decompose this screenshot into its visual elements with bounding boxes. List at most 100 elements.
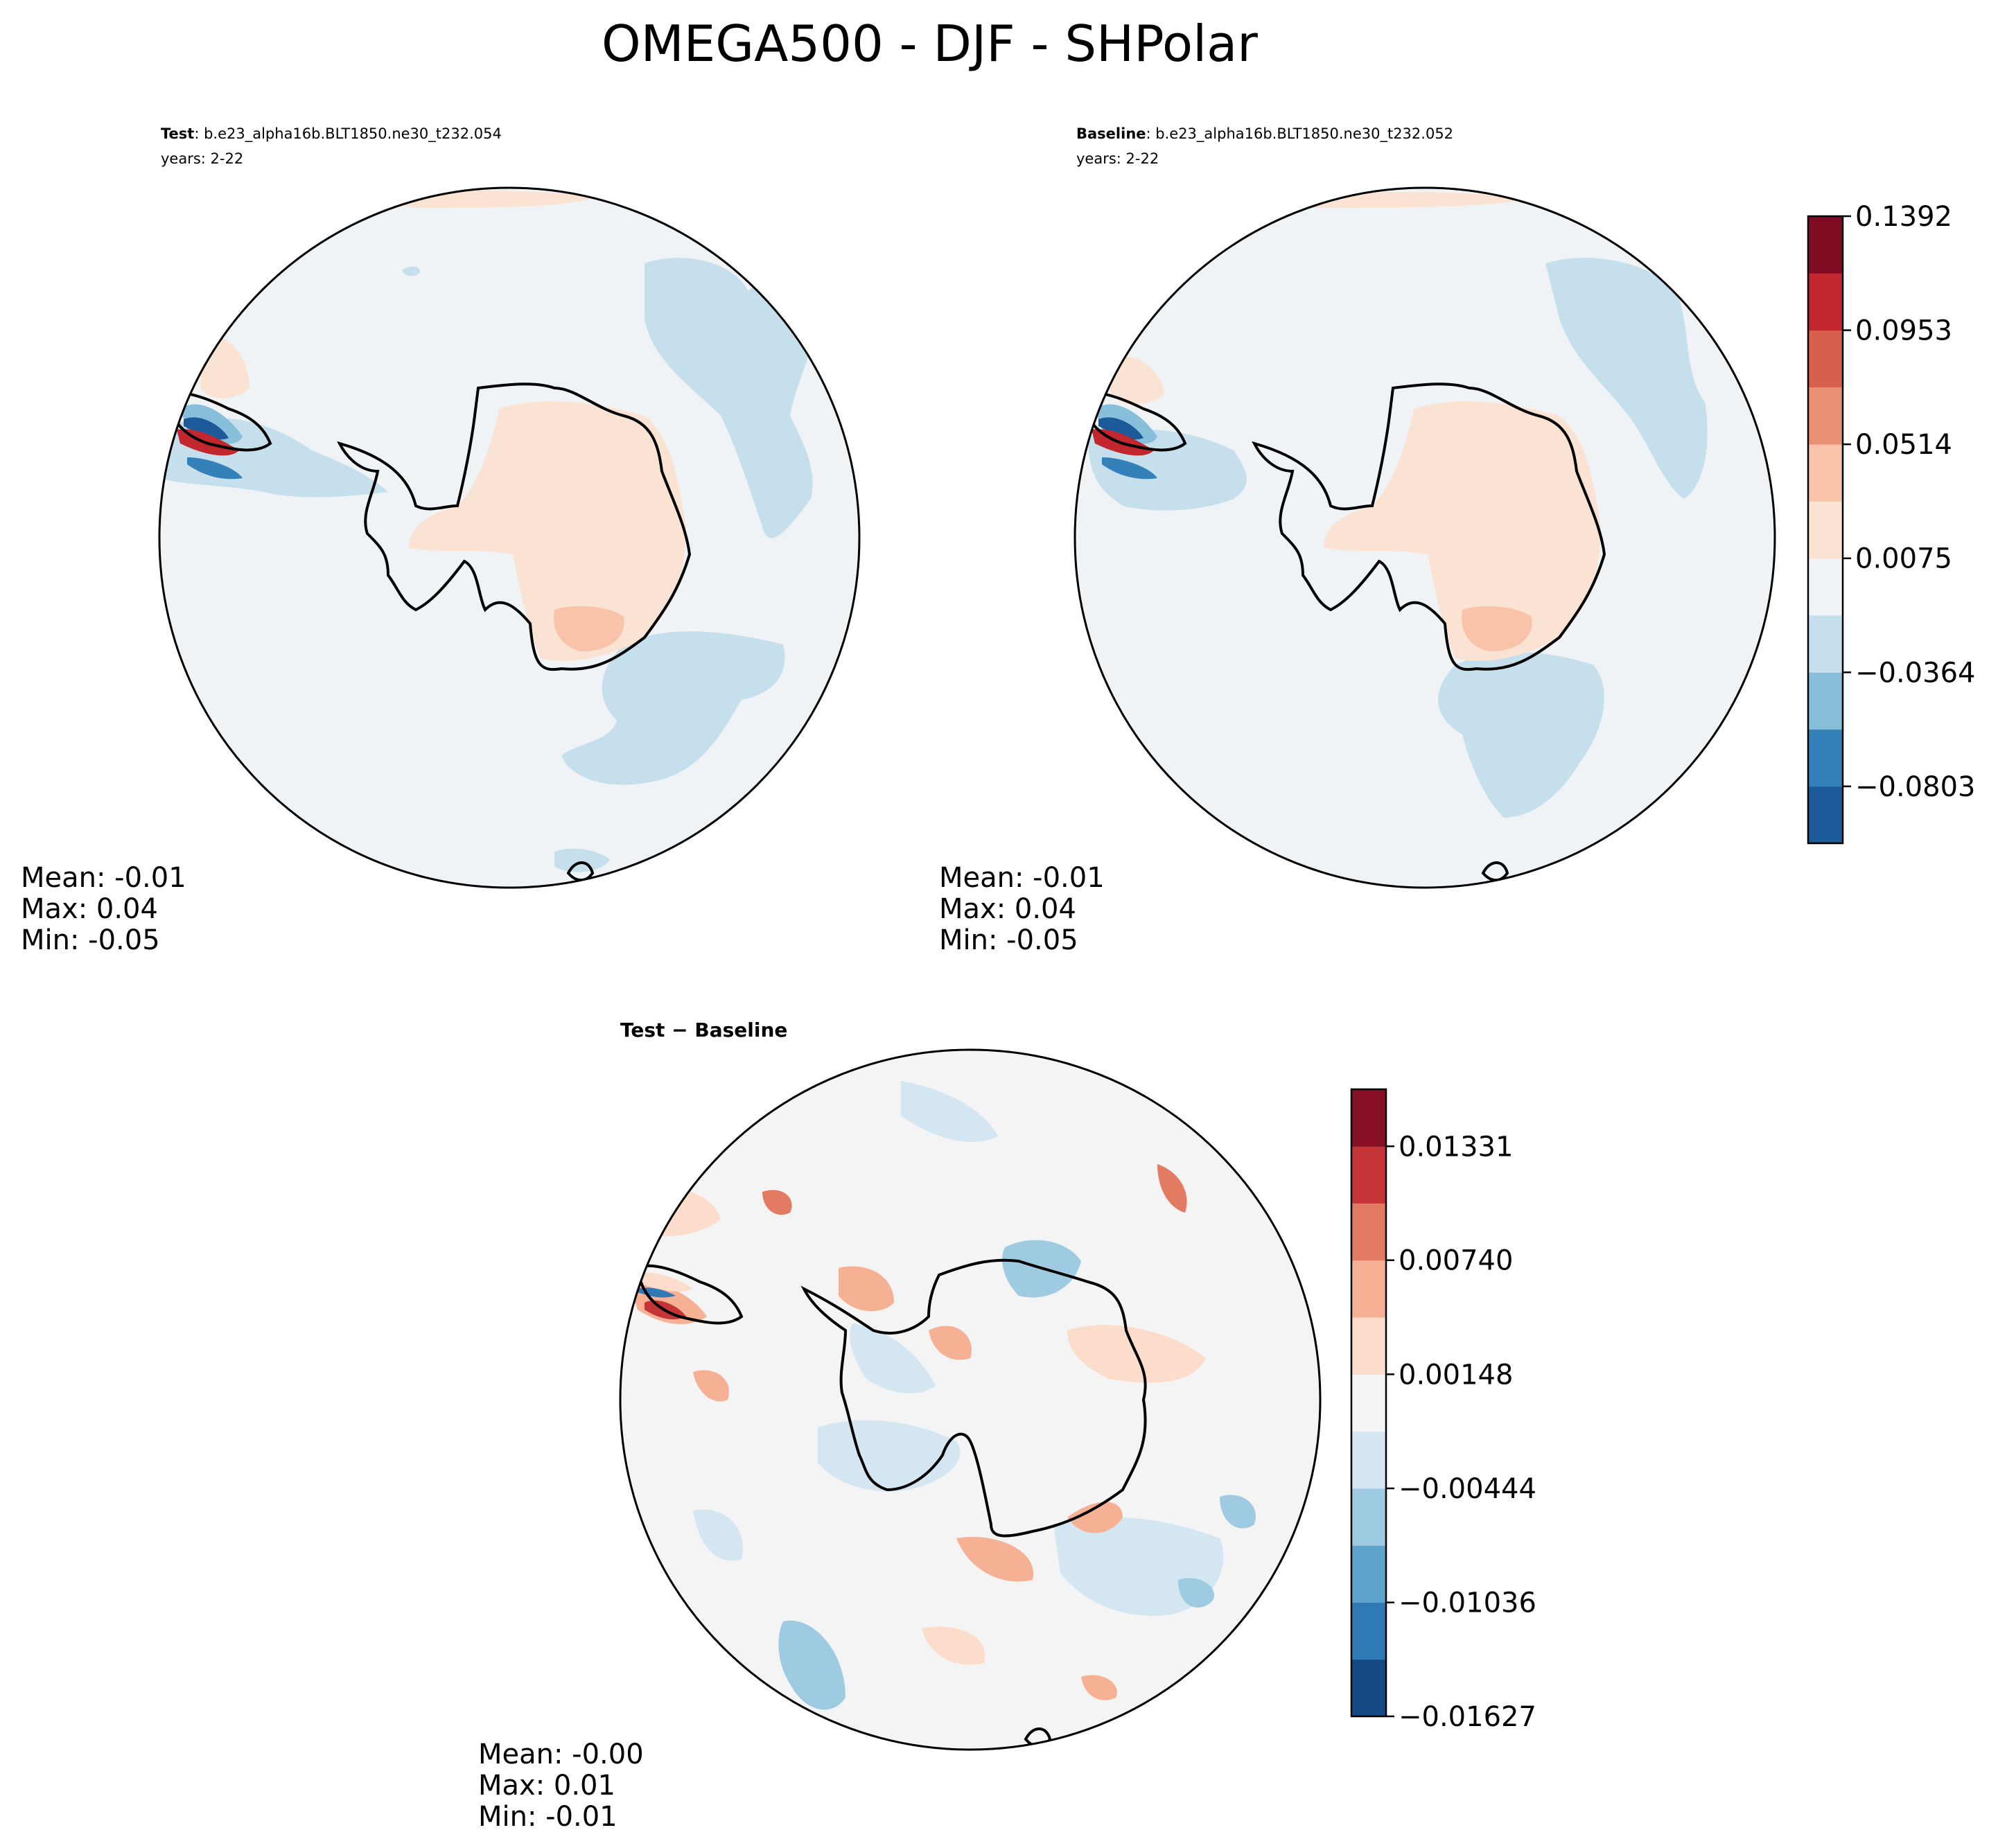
baseline-coastline: [1481, 861, 1509, 882]
baseline-dipole-negative: [1098, 417, 1143, 440]
colorbar-segment: [1351, 1488, 1386, 1546]
difference-negative-region: [778, 1620, 845, 1710]
difference-polar-map: [620, 1050, 1320, 1750]
difference-title: Test − Baseline: [620, 1019, 787, 1041]
colorbar-segment: [1351, 1260, 1386, 1318]
colorbar-segment: [1808, 216, 1843, 274]
test-negative-region: [645, 258, 821, 538]
difference-positive-region: [956, 1537, 1034, 1582]
test-map-boundary: [158, 186, 861, 889]
baseline-stat-min: Min: -0.05: [939, 924, 1078, 956]
baseline-panel-header: Baseline: b.e23_alpha16b.BLT1850.ne30_t2…: [1076, 125, 1453, 143]
baseline-negative-region: [1545, 258, 1708, 499]
colorbar-tick-label: 0.1392: [1855, 201, 1952, 233]
difference-map-boundary: [619, 1048, 1322, 1751]
baseline-positive-region: [1109, 356, 1164, 405]
colorbar-segment: [1808, 558, 1843, 616]
colorbar-segment: [1808, 729, 1843, 787]
difference-coastline: [800, 1258, 1147, 1538]
test-stat-max: Max: 0.04: [21, 893, 158, 925]
difference-negative-region: [1220, 1495, 1256, 1529]
test-stat-min: Min: -0.05: [21, 924, 160, 956]
difference-dipole-positive: [634, 1272, 693, 1292]
colorbar-tick-label: −0.0803: [1855, 771, 1975, 803]
difference-panel: Test − Baseline: [478, 1019, 1322, 1833]
difference-negative-region: [1178, 1578, 1214, 1608]
baseline-positive-region: [1462, 606, 1532, 651]
colorbar-frame: [1350, 1088, 1387, 1718]
colorbar-tick-label: −0.00444: [1399, 1473, 1536, 1505]
colorbar-segment: [1808, 501, 1843, 559]
baseline-case-name: : b.e23_alpha16b.BLT1850.ne30_t232.052: [1146, 125, 1454, 143]
difference-negative-region: [901, 1081, 998, 1143]
difference-negative-region: [693, 1509, 743, 1561]
test-negative-region: [554, 848, 610, 872]
difference-stat-max: Max: 0.01: [478, 1770, 615, 1802]
colorbar-tick-label: 0.00148: [1399, 1359, 1513, 1391]
colorbar-segment: [1351, 1374, 1386, 1432]
test-coastline: [566, 861, 595, 882]
colorbar-segment: [1808, 444, 1843, 502]
test-coastline: [164, 391, 272, 452]
difference-positive-region: [693, 1370, 729, 1402]
difference-positive-region: [922, 1626, 985, 1665]
baseline-label: Baseline: [1076, 125, 1146, 142]
colorbar-test-baseline: 0.1392 0.0953 0.0514 0.0075 −0.0364 −0.0803: [1807, 201, 1975, 845]
colorbar-tick-label: 0.00740: [1399, 1245, 1513, 1277]
test-dipole-negative: [184, 417, 229, 440]
test-panel-header: Test: b.e23_alpha16b.BLT1850.ne30_t232.0…: [161, 125, 502, 143]
colorbar-frame: [1807, 215, 1844, 845]
baseline-polar-map: [1075, 188, 1775, 888]
test-stat-mean: Mean: -0.01: [21, 862, 186, 894]
colorbar-segment: [1351, 1146, 1386, 1204]
baseline-years: years: 2-22: [1076, 150, 1159, 167]
colorbar-tick-label: 0.01331: [1399, 1131, 1513, 1163]
difference-negative-region: [1268, 1123, 1318, 1221]
baseline-stat-max: Max: 0.04: [939, 893, 1076, 925]
baseline-coastline: [1079, 391, 1187, 452]
colorbar-tick-label: 0.0953: [1855, 315, 1952, 347]
colorbar-segment: [1808, 387, 1843, 445]
figure-title: OMEGA500 - DJF - SHPolar: [602, 15, 1258, 73]
colorbar-tick-label: −0.01036: [1399, 1587, 1536, 1619]
colorbar-tick-label: 0.0075: [1855, 543, 1952, 575]
test-negative-region: [561, 631, 785, 785]
baseline-negative-region: [1438, 652, 1604, 818]
colorbar-segment: [1351, 1602, 1386, 1660]
test-case-name: : b.e23_alpha16b.BLT1850.ne30_t232.054: [194, 125, 502, 143]
colorbar-tick-label: −0.0364: [1855, 657, 1975, 689]
colorbar-segment: [1351, 1089, 1386, 1147]
colorbar-segment: [1808, 615, 1843, 673]
difference-positive-region: [1081, 1675, 1117, 1700]
test-dipole-negative: [187, 457, 243, 479]
colorbar-segment: [1808, 330, 1843, 388]
difference-positive-region: [1157, 1164, 1187, 1213]
difference-stat-mean: Mean: -0.00: [478, 1739, 644, 1770]
difference-stat-min: Min: -0.01: [478, 1801, 617, 1833]
colorbar-segment: [1351, 1545, 1386, 1603]
test-coastline: [337, 382, 692, 671]
colorbar-segment: [1351, 1659, 1386, 1717]
test-negative-region: [402, 266, 420, 276]
colorbar-segment: [1351, 1203, 1386, 1261]
colorbar-segment: [1351, 1317, 1386, 1375]
test-label: Test: [161, 125, 194, 142]
colorbar-difference: 0.01331 0.00740 0.00148 −0.00444 −0.01036 −0.…: [1350, 1088, 1536, 1733]
difference-negative-region: [850, 1323, 936, 1393]
test-panel: Test: b.e23_alpha16b.BLT1850.ne30_t232.0…: [21, 125, 861, 956]
baseline-dipole-negative: [1102, 457, 1157, 479]
test-positive-region: [554, 606, 624, 651]
colorbar-tick-label: 0.0514: [1855, 429, 1952, 461]
test-years: years: 2-22: [161, 150, 243, 167]
baseline-positive-region: [1324, 401, 1601, 661]
difference-coastline: [636, 1264, 744, 1325]
baseline-map-boundary: [1073, 186, 1776, 889]
test-polar-map: [159, 188, 859, 888]
difference-positive-region: [929, 1326, 972, 1360]
baseline-stat-mean: Mean: -0.01: [939, 862, 1105, 894]
difference-positive-region: [762, 1190, 792, 1215]
difference-positive-region: [1067, 1502, 1123, 1533]
colorbar-segment: [1351, 1431, 1386, 1489]
colorbar-segment: [1808, 273, 1843, 331]
baseline-coastline: [1252, 382, 1606, 671]
